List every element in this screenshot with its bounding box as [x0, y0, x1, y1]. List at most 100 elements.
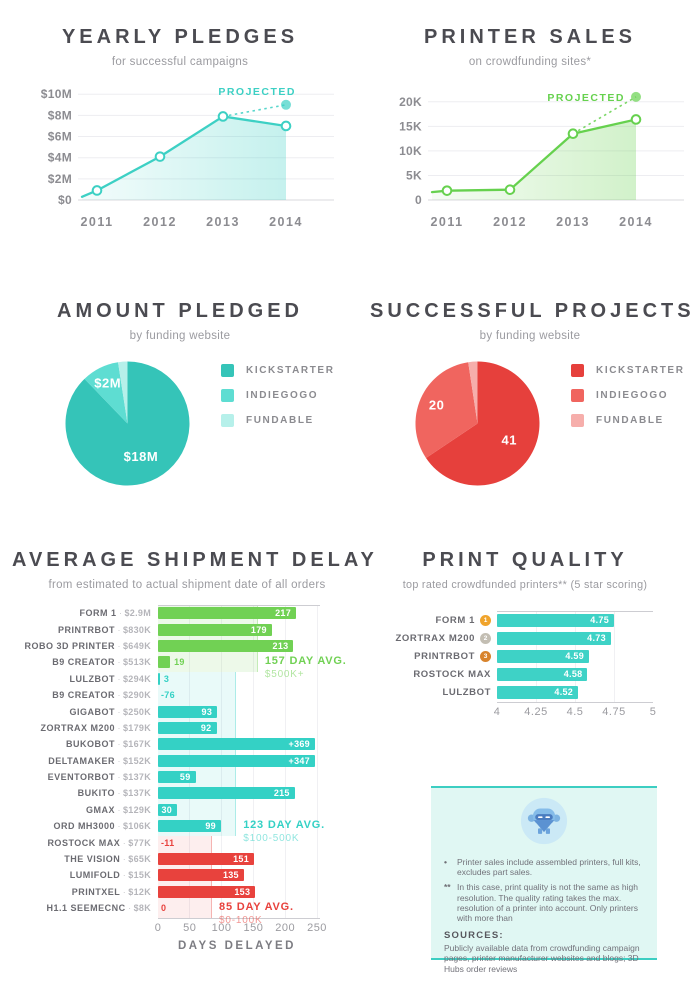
delay-row: EVENTORBOT · $137K 59 [22, 769, 320, 785]
legend-label: INDIEGOGO [246, 390, 319, 401]
data-point-marker [280, 120, 292, 132]
amount-raised: $137K [122, 788, 151, 799]
section-shipment-delay: AVERAGE SHIPMENT DELAY from estimated to… [12, 549, 374, 968]
bar-zone: 30 [158, 802, 320, 818]
quality-row: PRINTRBOT 3 4.59 [398, 647, 653, 665]
label-separator: · [114, 739, 123, 750]
delay-row: ZORTRAX M200 · $179K 92 [22, 720, 320, 736]
printer-name: ROSTOCK MAX [413, 668, 491, 680]
printer-label: GMAX · $129K [22, 805, 158, 815]
data-point-marker [567, 128, 579, 140]
y-tick-label: 0 [415, 193, 422, 207]
projected-point-marker [281, 99, 291, 110]
printer-label: PRINTRBOT · $830K [22, 625, 158, 635]
footnote-text: In this case, print quality is not the s… [457, 882, 638, 923]
quality-bar: 4.59 [497, 649, 590, 663]
pie-slice-indiegogo [415, 362, 478, 459]
data-point-marker [630, 114, 642, 125]
amount-raised: $65K [128, 854, 151, 865]
pie-and-legend: 41 20 KICKSTARTER INDIEGOGO FUNDABLE [370, 356, 690, 491]
printer-name: GMAX [85, 804, 115, 815]
x-tick-label: 2011 [430, 215, 463, 229]
chart-subtitle: for successful campaigns [111, 56, 249, 68]
data-point-marker [217, 111, 229, 122]
label-separator: · [125, 903, 134, 914]
bar-zone: 93 [158, 703, 320, 719]
amount-raised: $830K [122, 624, 151, 635]
bar-value: +369 [288, 739, 310, 750]
quality-row: FORM 1 1 4.75 [398, 611, 653, 629]
bar-zone: 59 [158, 769, 320, 785]
sources-text: Publicly available data from crowdfundin… [444, 943, 640, 974]
label-separator: · [114, 821, 123, 832]
delay-bar [158, 672, 160, 685]
printer-label: ZORTRAX M200 · $179K [22, 723, 158, 733]
x-tick-label: 4.25 [524, 706, 548, 718]
delay-row: BUKITO · $137K 215 [22, 785, 320, 801]
printer-name: ROSTOCK MAX [47, 837, 121, 848]
printer-label: GIGABOT · $250K [22, 707, 158, 717]
chart-subtitle: on crowdfunding sites* [468, 56, 592, 68]
label-separator: · [114, 706, 123, 717]
amount-raised: $649K [122, 640, 151, 651]
y-tick-label: $10M [41, 87, 72, 101]
data-point-marker [504, 184, 516, 195]
delay-row: H1.1 SEEMECNC · $8K 0 [22, 900, 320, 916]
printer-label: EVENTORBOT · $137K [22, 772, 158, 782]
bar-zone: 4.73 [497, 629, 653, 647]
avg-range-label: $100-500K [243, 832, 300, 844]
delay-row: ROSTOCK MAX · $77K -11 [22, 834, 320, 850]
x-tick-label: 100 [211, 921, 232, 934]
bar-zone: 151 [158, 851, 320, 867]
delay-bar: +369 [158, 738, 315, 751]
quality-bar: 4.73 [497, 631, 611, 645]
printer-name: LUMIFOLD [69, 870, 121, 881]
bar-value: 3 [163, 673, 170, 684]
legend-item: INDIEGOGO [221, 389, 335, 402]
delay-bar: +347 [158, 754, 315, 767]
x-tick-label: 2011 [80, 215, 113, 229]
legend: KICKSTARTER INDIEGOGO FUNDABLE [571, 356, 685, 491]
printer-label: ROSTOCK MAX · $77K [22, 838, 158, 848]
printer-label: ORD MH3000 · $106K [22, 821, 158, 831]
printer-name: DELTAMAKER [48, 755, 115, 766]
silver-medal-icon: 2 [480, 632, 491, 644]
pie-slice-indiegogo [84, 362, 128, 424]
legend-item: FUNDABLE [221, 414, 335, 427]
successful-projects-pie: 41 20 KICKSTARTER INDIEGOGO FUNDABLE [370, 356, 690, 491]
amount-raised: $106K [122, 821, 151, 832]
robot-mascot [444, 797, 644, 850]
projected-dashed-line [572, 96, 637, 135]
bar-value: 4.75 [590, 615, 609, 625]
legend-item: INDIEGOGO [571, 389, 685, 402]
projected-label: PROJECTED [547, 92, 625, 104]
section-print-quality: PRINT QUALITY top rated crowdfunded prin… [395, 549, 655, 730]
amount-raised: $513K [122, 657, 151, 668]
delay-row: ROBO 3D PRINTER · $649K 213 [22, 638, 320, 654]
footnote-text: Printer sales include assembled printers… [457, 857, 641, 878]
x-tick-label: 250 [307, 921, 327, 934]
y-tick-label: 10K [399, 144, 422, 158]
printer-name: B9 CREATOR [52, 657, 115, 668]
x-tick-label: 200 [275, 921, 296, 934]
label-separator: · [114, 788, 123, 799]
bar-zone: 135 [158, 867, 320, 883]
printer-name: FORM 1 [79, 608, 117, 619]
printer-label: BUKOBOT · $167K [22, 739, 158, 749]
avg-callout-2: 85 DAY AVG. $0-100K [219, 901, 294, 927]
label-separator: · [114, 690, 123, 701]
chart-title: AMOUNT PLEDGED [57, 300, 303, 322]
x-tick-label: 150 [243, 921, 264, 934]
bar-zone: 19 [158, 654, 320, 670]
y-tick-label: $8M [48, 108, 72, 122]
quality-bar: 4.58 [497, 667, 588, 681]
x-tick-label: 0 [154, 921, 162, 934]
legend-swatch [221, 414, 234, 427]
amount-raised: $137K [122, 772, 151, 783]
bar-value: 153 [234, 886, 251, 897]
printer-label: ROSTOCK MAX [398, 669, 497, 680]
section-yearly-pledges: YEARLY PLEDGES for successful campaigns … [20, 26, 340, 239]
y-tick-label: 15K [399, 119, 422, 133]
delay-bar [158, 656, 171, 669]
x-axis-title: DAYS DELAYED [178, 939, 296, 952]
